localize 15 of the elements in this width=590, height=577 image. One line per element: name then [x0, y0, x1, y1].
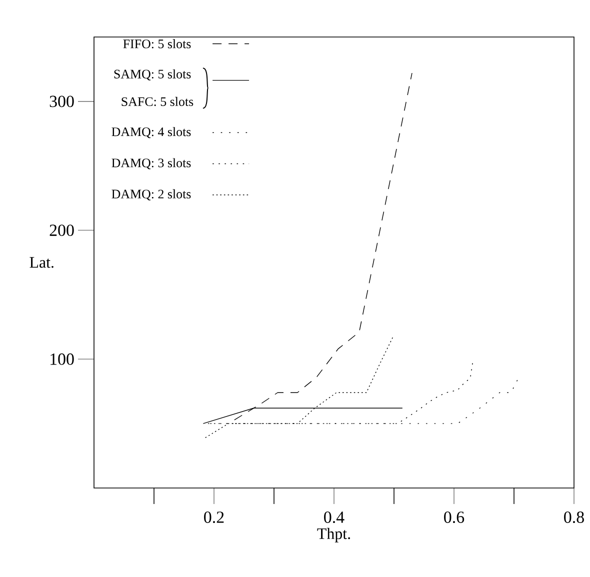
x-tick-label: 0.6	[444, 512, 464, 524]
legend-label: DAMQ: 4 slots	[112, 127, 191, 138]
y-tick-label: 100	[50, 353, 74, 365]
y-tick-label: 200	[50, 224, 74, 236]
legend-label: DAMQ: 3 slots	[112, 158, 191, 170]
x-tick-label: 0.2	[204, 512, 224, 524]
y-axis-title: Lat.	[30, 257, 54, 268]
annotation: SAFC: 5 slots	[122, 96, 194, 106]
x-tick-label: 0.4	[324, 512, 344, 524]
legend-label: SAMQ: 5 slots	[114, 69, 191, 80]
x-tick-label: 0.8	[564, 512, 584, 524]
y-tick-label: 300	[50, 96, 74, 108]
legend-label: FIFO: 5 slots	[123, 39, 191, 48]
legend-label: DAMQ: 2 slots	[112, 189, 191, 200]
x-axis-title: Thpt.	[317, 528, 350, 542]
